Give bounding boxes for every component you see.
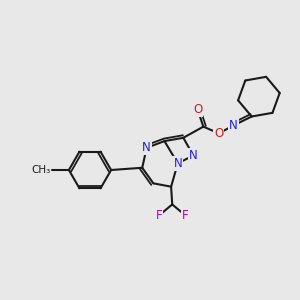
Text: N: N <box>189 149 198 162</box>
Text: N: N <box>229 119 238 132</box>
Text: O: O <box>193 103 203 116</box>
Text: N: N <box>173 157 182 170</box>
Text: O: O <box>214 127 224 140</box>
Text: N: N <box>142 141 151 154</box>
Text: F: F <box>156 209 162 222</box>
Text: CH₃: CH₃ <box>32 165 51 175</box>
Text: F: F <box>182 209 189 222</box>
